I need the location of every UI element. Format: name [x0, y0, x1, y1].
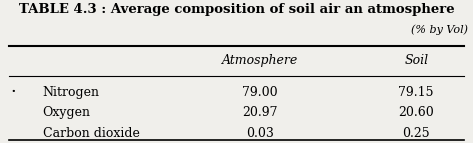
Text: 20.60: 20.60 — [398, 107, 434, 119]
Text: ·: · — [10, 83, 16, 101]
Text: 0.25: 0.25 — [403, 127, 430, 140]
Text: Oxygen: Oxygen — [43, 107, 90, 119]
Text: (% by Vol): (% by Vol) — [411, 24, 468, 35]
Text: 20.97: 20.97 — [242, 107, 278, 119]
Text: Nitrogen: Nitrogen — [43, 86, 100, 99]
Text: 79.15: 79.15 — [398, 86, 434, 99]
Text: 0.03: 0.03 — [246, 127, 274, 140]
Text: Carbon dioxide: Carbon dioxide — [43, 127, 140, 140]
Text: Soil: Soil — [404, 54, 429, 67]
Text: 79.00: 79.00 — [242, 86, 278, 99]
Text: TABLE 4.3 : Average composition of soil air an atmosphere: TABLE 4.3 : Average composition of soil … — [19, 3, 454, 16]
Text: Atmosphere: Atmosphere — [222, 54, 298, 67]
